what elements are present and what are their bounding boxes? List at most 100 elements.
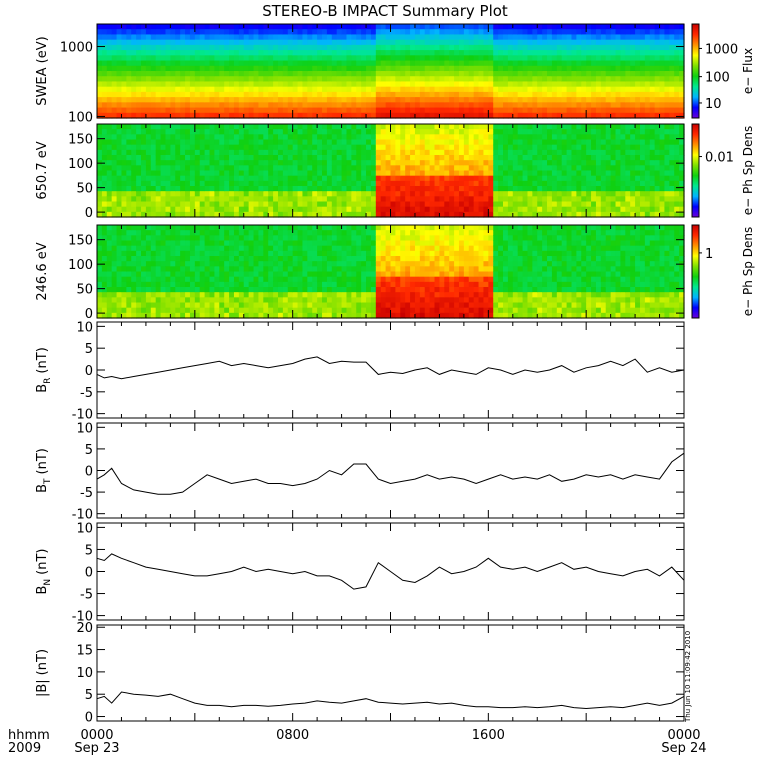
spectrogram-cell bbox=[97, 170, 103, 177]
spectrogram-cell bbox=[209, 312, 215, 319]
spectrogram-cell bbox=[625, 44, 631, 51]
spectrogram-cell bbox=[493, 76, 499, 83]
spectrogram-cell bbox=[483, 129, 489, 135]
spectrogram-cell bbox=[273, 160, 279, 166]
spectrogram-cell bbox=[556, 170, 563, 177]
spectrogram-cell bbox=[649, 55, 656, 62]
spectrogram-cell bbox=[233, 34, 240, 41]
spectrogram-cell bbox=[233, 287, 240, 293]
spectrogram-cell bbox=[370, 155, 377, 161]
spectrogram-cell bbox=[537, 170, 543, 177]
spectrogram-cell bbox=[630, 196, 636, 203]
spectrogram-cell bbox=[97, 50, 103, 56]
spectrogram-cell bbox=[101, 155, 108, 161]
spectrogram-cell bbox=[537, 112, 543, 119]
spectrogram-cell bbox=[605, 170, 612, 177]
spectrogram-cell bbox=[317, 186, 323, 192]
spectrogram-cell bbox=[581, 165, 587, 172]
spectrogram-cell bbox=[233, 201, 240, 208]
spectrogram-cell bbox=[317, 55, 323, 62]
spectrogram-cell bbox=[532, 129, 538, 135]
spectrogram-cell bbox=[150, 144, 157, 151]
spectrogram-cell bbox=[292, 134, 299, 141]
spectrogram-cell bbox=[463, 124, 470, 130]
spectrogram-cell bbox=[238, 261, 245, 267]
spectrogram-cell bbox=[243, 91, 250, 98]
spectrogram-cell bbox=[351, 211, 357, 218]
spectrogram-cell bbox=[194, 86, 201, 93]
spectrogram-cell bbox=[209, 55, 215, 62]
spectrogram-cell bbox=[370, 29, 377, 36]
spectrogram-cell bbox=[194, 292, 201, 298]
spectrogram-cell bbox=[669, 196, 675, 203]
spectrogram-cell bbox=[547, 144, 553, 151]
spectrogram-cell bbox=[224, 206, 230, 213]
spectrogram-cell bbox=[141, 230, 147, 236]
spectrogram-cell bbox=[478, 124, 485, 130]
spectrogram-cell bbox=[277, 76, 284, 83]
spectrogram-cell bbox=[512, 155, 519, 161]
spectrogram-cell bbox=[644, 160, 651, 166]
spectrogram-cell bbox=[180, 112, 186, 119]
spectrogram-cell bbox=[503, 112, 509, 119]
spectrogram-cell bbox=[537, 50, 543, 56]
spectrogram-cell bbox=[566, 160, 573, 166]
spectrogram-cell bbox=[194, 55, 201, 62]
spectrogram-cell bbox=[493, 34, 499, 41]
spectrogram-cell bbox=[385, 134, 392, 141]
spectrogram-cell bbox=[160, 180, 167, 187]
spectrogram-cell bbox=[185, 50, 191, 56]
spectrogram-cell bbox=[586, 175, 592, 182]
spectrogram-cell bbox=[454, 149, 460, 156]
spectrogram-cell bbox=[282, 39, 289, 46]
spectrogram-cell bbox=[258, 50, 264, 56]
spectrogram-cell bbox=[268, 149, 274, 156]
spectrogram-cell bbox=[258, 71, 264, 77]
spectrogram-cell bbox=[233, 276, 240, 283]
spectrogram-cell bbox=[243, 139, 250, 146]
spectrogram-cell bbox=[126, 44, 132, 51]
spectrogram-cell bbox=[101, 256, 108, 262]
spectrogram-cell bbox=[463, 139, 470, 146]
spectrogram-cell bbox=[317, 124, 323, 130]
spectrogram-cell bbox=[204, 302, 211, 309]
spectrogram-cell bbox=[141, 250, 147, 257]
spectrogram-cell bbox=[287, 155, 294, 161]
spectrogram-cell bbox=[258, 186, 264, 192]
spectrogram-cell bbox=[630, 175, 636, 182]
spectrogram-cell bbox=[189, 201, 196, 208]
spectrogram-cell bbox=[571, 29, 577, 36]
spectrogram-cell bbox=[336, 139, 343, 146]
spectrogram-cell bbox=[635, 124, 641, 130]
spectrogram-cell bbox=[224, 170, 230, 177]
spectrogram-cell bbox=[351, 81, 357, 88]
spectrogram-cell bbox=[625, 29, 631, 36]
spectrogram-cell bbox=[405, 76, 411, 83]
spectrogram-cell bbox=[620, 211, 626, 218]
spectrogram-cell bbox=[586, 107, 592, 114]
spectrogram-cell bbox=[292, 206, 299, 213]
spectrogram-cell bbox=[385, 65, 392, 72]
spectrogram-cell bbox=[395, 60, 401, 67]
spectrogram-cell bbox=[576, 175, 582, 182]
spectrogram-cell bbox=[160, 230, 167, 236]
spectrogram-cell bbox=[664, 24, 670, 30]
spectrogram-cell bbox=[517, 29, 524, 36]
spectrogram-cell bbox=[366, 175, 372, 182]
spectrogram-cell bbox=[175, 266, 181, 273]
spectrogram-cell bbox=[150, 206, 157, 213]
spectrogram-cell bbox=[175, 155, 181, 161]
spectrogram-cell bbox=[101, 302, 108, 309]
spectrogram-cell bbox=[625, 191, 631, 197]
spectrogram-cell bbox=[522, 112, 529, 119]
spectrogram-cell bbox=[547, 160, 553, 166]
spectrogram-cell bbox=[591, 65, 597, 72]
spectrogram-cell bbox=[185, 170, 191, 177]
spectrogram-cell bbox=[620, 160, 626, 166]
spectrogram-cell bbox=[229, 191, 235, 197]
spectrogram-cell bbox=[669, 149, 675, 156]
spectrogram-cell bbox=[175, 245, 181, 252]
spectrogram-cell bbox=[160, 266, 167, 273]
spectrogram-cell bbox=[302, 139, 308, 146]
spectrogram-cell bbox=[620, 71, 626, 77]
